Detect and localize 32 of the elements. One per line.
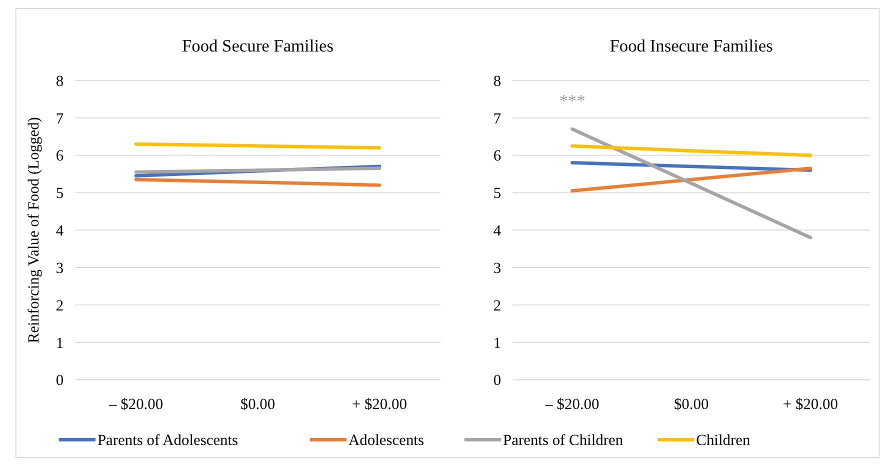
x-tick-label: – $20.00 — [544, 396, 600, 413]
y-tick-label: 8 — [56, 72, 64, 90]
x-tick-label: $0.00 — [240, 396, 276, 413]
y-tick-label: 5 — [493, 185, 502, 202]
y-tick-label: 0 — [56, 372, 64, 390]
y-tick-label: 3 — [56, 260, 64, 277]
y-tick-label: 1 — [493, 334, 502, 352]
x-tick-label: $0.00 — [674, 396, 709, 413]
y-tick-label: 6 — [56, 148, 64, 165]
y-tick-label: 2 — [56, 297, 64, 314]
chart-title: Food Insecure Families — [610, 36, 774, 56]
legend-label: Children — [696, 432, 750, 450]
legend-label: Parents of Children — [503, 432, 624, 450]
y-tick-label: 5 — [56, 185, 64, 202]
x-tick-label: + $20.00 — [352, 396, 408, 413]
legend-label: Parents of Adolescents — [97, 432, 238, 450]
y-tick-label: 8 — [493, 72, 502, 90]
chart-title: Food Secure Families — [182, 36, 334, 56]
y-tick-label: 7 — [56, 110, 64, 128]
annotation: *** — [559, 92, 586, 111]
legend-label: Adolescents — [348, 432, 424, 450]
y-tick-label: 1 — [56, 334, 64, 352]
y-tick-label: 2 — [493, 297, 502, 314]
y-tick-label: 4 — [493, 222, 502, 240]
y-tick-label: 3 — [493, 260, 502, 277]
x-tick-label: – $20.00 — [108, 396, 164, 413]
y-tick-label: 7 — [493, 110, 502, 128]
y-tick-label: 0 — [493, 372, 502, 390]
y-tick-label: 6 — [493, 148, 502, 165]
y-axis-title: Reinforcing Value of Food (Logged) — [26, 117, 43, 344]
y-tick-label: 4 — [56, 222, 64, 240]
x-tick-label: + $20.00 — [782, 396, 838, 413]
